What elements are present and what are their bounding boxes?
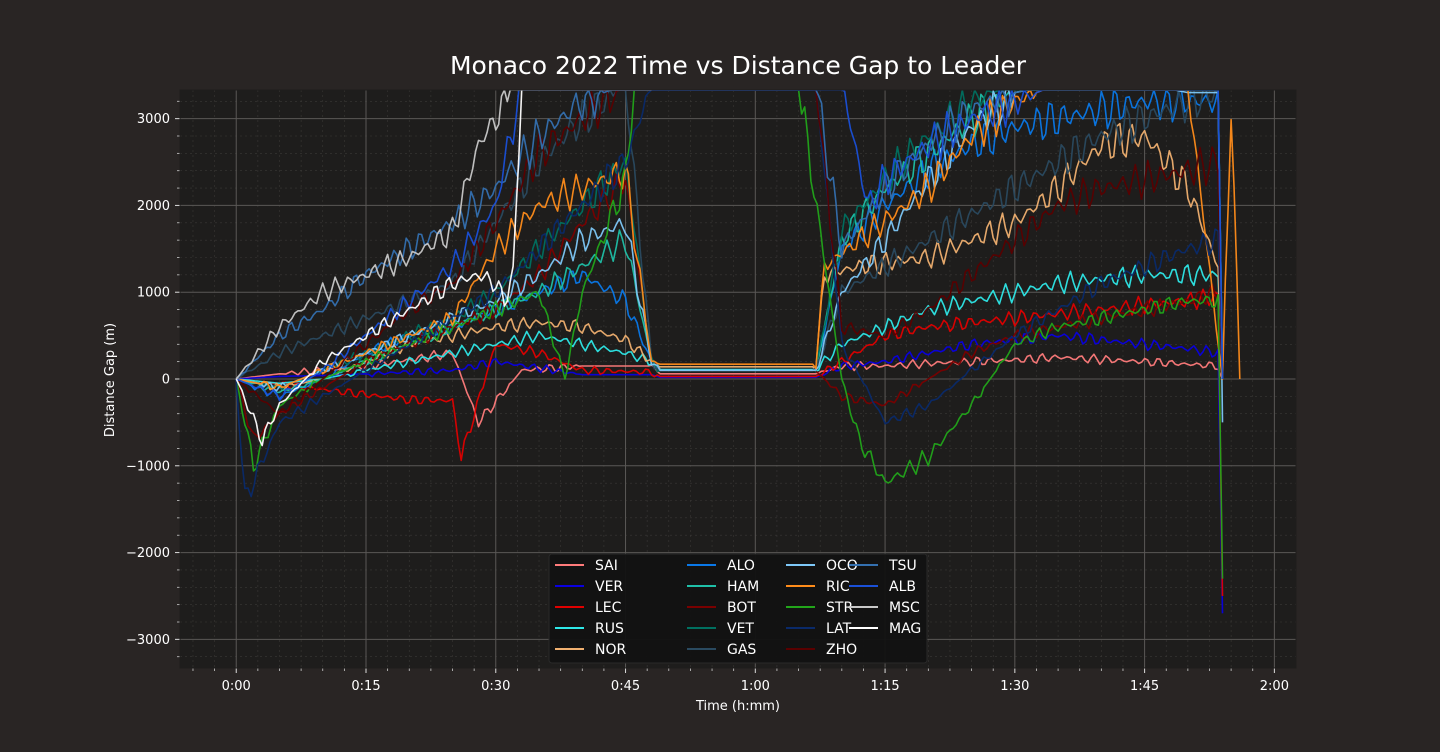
plot-frame (179, 89, 1297, 669)
series-line-ric (236, 90, 1241, 391)
x-tick-label: 0:45 (611, 679, 640, 694)
legend-label-vet: VET (727, 621, 754, 637)
series-line-ver (236, 331, 1224, 614)
x-tick-label: 1:00 (741, 679, 770, 694)
legend-label-ham: HAM (727, 579, 759, 595)
legend-label-gas: GAS (727, 642, 756, 658)
x-tick-label: 0:00 (222, 679, 251, 694)
chart-title: Monaco 2022 Time vs Distance Gap to Lead… (450, 51, 1027, 80)
legend-background (548, 553, 928, 664)
y-tick-label: 2000 (137, 199, 170, 214)
y-tick-label: −3000 (126, 633, 170, 648)
y-tick-label: −2000 (126, 546, 170, 561)
x-axis-ticks: 0:00 0:15 0:30 0:45 1:00 1:15 1:30 1:45 2:00 (222, 668, 1289, 694)
series-line-mag (235, 90, 523, 447)
y-axis-ticks: 3000 2000 1000 0 −1000 −2000 −3000 (126, 112, 180, 648)
x-tick-label: 2:00 (1260, 679, 1289, 694)
series-line-tsu (235, 90, 1224, 380)
series-line-alb (235, 90, 1224, 402)
y-tick-label: −1000 (126, 459, 170, 474)
legend-label-alb: ALB (889, 579, 916, 595)
x-axis-label: Time (h:mm) (695, 699, 780, 714)
legend-label-tsu: TSU (888, 558, 917, 574)
y-tick-label: 1000 (137, 286, 170, 301)
legend-label-str: STR (826, 600, 853, 616)
legend-label-msc: MSC (889, 600, 920, 616)
legend-label-sai: SAI (595, 558, 618, 574)
legend-label-lat: LAT (826, 621, 852, 637)
x-tick-label: 0:15 (351, 679, 380, 694)
series-line-sai (236, 349, 1224, 428)
legend: SAI VER LEC RUS NOR ALO HAM BOT VET GAS OCO RIC STR L… (548, 553, 928, 664)
legend-label-nor: NOR (595, 642, 626, 658)
x-tick-label: 1:15 (870, 679, 899, 694)
y-tick-label: 3000 (137, 112, 170, 127)
y-axis-label: Distance Gap (m) (103, 323, 118, 437)
series-layer (235, 90, 1241, 614)
series-line-lec (236, 288, 1224, 597)
legend-label-bot: BOT (727, 600, 756, 616)
series-line-zho (235, 90, 1224, 414)
legend-label-rus: RUS (595, 621, 624, 637)
legend-label-lec: LEC (595, 600, 622, 616)
series-line-nor (236, 122, 1224, 391)
legend-label-ver: VER (595, 579, 623, 595)
legend-label-ric: RIC (826, 579, 850, 595)
x-tick-label: 1:45 (1130, 679, 1159, 694)
legend-label-oco: OCO (826, 558, 858, 574)
legend-label-mag: MAG (889, 621, 921, 637)
series-line-lat (235, 90, 1224, 498)
series-line-oco (236, 90, 1224, 423)
legend-label-zho: ZHO (826, 642, 857, 658)
y-tick-label: 0 (162, 373, 170, 388)
x-tick-label: 0:30 (481, 679, 510, 694)
x-tick-label: 1:30 (1000, 679, 1029, 694)
series-line-msc (235, 90, 652, 380)
legend-label-alo: ALO (727, 558, 755, 574)
